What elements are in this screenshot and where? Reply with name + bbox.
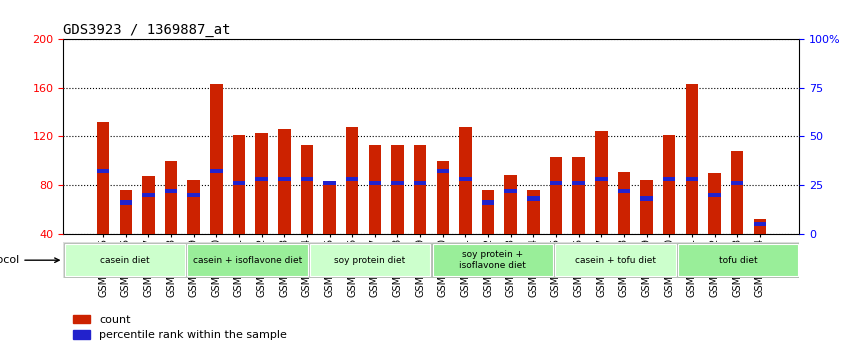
- Bar: [142, 193, 155, 197]
- FancyBboxPatch shape: [63, 242, 799, 278]
- Bar: [437, 161, 449, 234]
- Bar: [210, 169, 222, 173]
- Text: GDS3923 / 1369887_at: GDS3923 / 1369887_at: [63, 23, 231, 36]
- Bar: [618, 189, 630, 193]
- Bar: [255, 133, 268, 234]
- Bar: [188, 180, 200, 234]
- Bar: [640, 196, 653, 201]
- Text: casein + isoflavone diet: casein + isoflavone diet: [193, 256, 302, 265]
- Bar: [97, 122, 109, 234]
- Bar: [119, 190, 132, 234]
- Bar: [97, 169, 109, 173]
- Text: protocol: protocol: [0, 255, 59, 265]
- Bar: [391, 145, 404, 234]
- FancyBboxPatch shape: [187, 244, 308, 276]
- Bar: [618, 172, 630, 234]
- FancyBboxPatch shape: [678, 244, 799, 276]
- Bar: [278, 177, 290, 181]
- Bar: [278, 129, 290, 234]
- Bar: [482, 200, 494, 205]
- Bar: [527, 190, 540, 234]
- Bar: [165, 189, 178, 193]
- Text: casein + tofu diet: casein + tofu diet: [575, 256, 656, 265]
- Bar: [754, 222, 766, 226]
- Text: casein + isoflavone diet: casein + isoflavone diet: [193, 256, 302, 265]
- Bar: [708, 173, 721, 234]
- Bar: [550, 157, 563, 234]
- Text: casein diet: casein diet: [100, 256, 150, 265]
- Bar: [504, 189, 517, 193]
- Bar: [142, 176, 155, 234]
- Bar: [459, 177, 472, 181]
- Bar: [346, 177, 359, 181]
- Bar: [731, 151, 744, 234]
- Bar: [255, 177, 268, 181]
- Bar: [663, 135, 675, 234]
- Bar: [573, 157, 585, 234]
- Bar: [663, 177, 675, 181]
- Bar: [640, 180, 653, 234]
- Bar: [504, 175, 517, 234]
- Bar: [188, 193, 200, 197]
- Bar: [459, 126, 472, 234]
- FancyBboxPatch shape: [678, 243, 799, 277]
- Bar: [369, 145, 381, 234]
- Bar: [708, 193, 721, 197]
- Bar: [595, 131, 607, 234]
- Bar: [414, 145, 426, 234]
- Bar: [165, 161, 178, 234]
- Bar: [369, 181, 381, 185]
- Bar: [754, 219, 766, 234]
- Text: casein + tofu diet: casein + tofu diet: [575, 256, 656, 265]
- Bar: [210, 84, 222, 234]
- FancyBboxPatch shape: [187, 243, 308, 277]
- Text: soy protein diet: soy protein diet: [334, 256, 406, 265]
- Bar: [527, 196, 540, 201]
- Bar: [573, 181, 585, 185]
- FancyBboxPatch shape: [432, 244, 553, 276]
- FancyBboxPatch shape: [555, 243, 676, 277]
- Bar: [414, 181, 426, 185]
- Bar: [550, 181, 563, 185]
- Text: soy protein +
isoflavone diet: soy protein + isoflavone diet: [459, 251, 526, 270]
- Bar: [233, 135, 245, 234]
- Text: tofu diet: tofu diet: [719, 256, 757, 265]
- Bar: [233, 181, 245, 185]
- FancyBboxPatch shape: [64, 243, 185, 277]
- Bar: [323, 181, 336, 185]
- Bar: [346, 126, 359, 234]
- Text: soy protein diet: soy protein diet: [334, 256, 406, 265]
- Bar: [595, 177, 607, 181]
- Bar: [685, 84, 698, 234]
- FancyBboxPatch shape: [310, 244, 431, 276]
- Bar: [482, 190, 494, 234]
- Bar: [119, 200, 132, 205]
- FancyBboxPatch shape: [310, 243, 431, 277]
- Text: casein diet: casein diet: [100, 256, 150, 265]
- FancyBboxPatch shape: [555, 244, 676, 276]
- Text: soy protein +
isoflavone diet: soy protein + isoflavone diet: [459, 251, 526, 270]
- Bar: [685, 177, 698, 181]
- Bar: [300, 145, 313, 234]
- Bar: [391, 181, 404, 185]
- FancyBboxPatch shape: [64, 244, 185, 276]
- FancyBboxPatch shape: [432, 243, 553, 277]
- Legend: count, percentile rank within the sample: count, percentile rank within the sample: [69, 310, 291, 345]
- Bar: [731, 181, 744, 185]
- Bar: [300, 177, 313, 181]
- Bar: [323, 183, 336, 234]
- Text: tofu diet: tofu diet: [719, 256, 757, 265]
- Bar: [437, 169, 449, 173]
